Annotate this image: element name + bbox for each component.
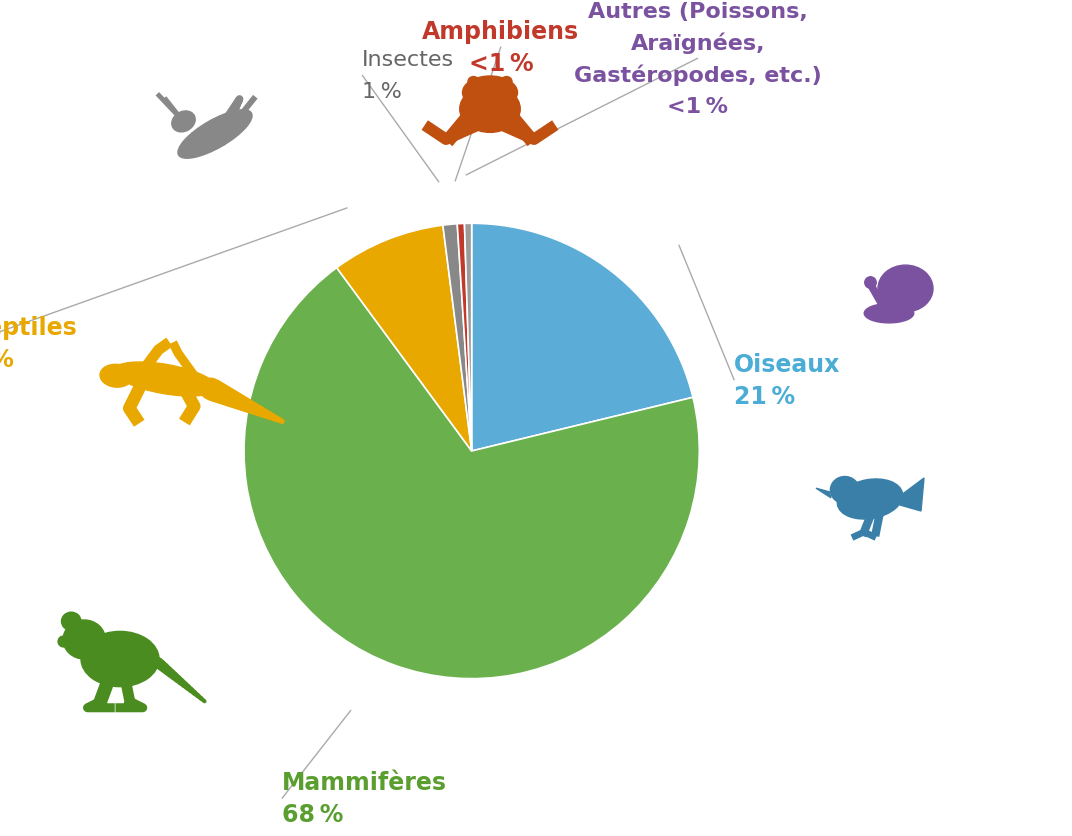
Ellipse shape	[81, 632, 159, 687]
Text: Araïgnées,: Araïgnées,	[630, 33, 765, 54]
Polygon shape	[816, 488, 831, 498]
Ellipse shape	[178, 110, 252, 159]
Text: <1 %: <1 %	[468, 52, 533, 76]
Ellipse shape	[61, 613, 81, 630]
Text: 21 %: 21 %	[734, 385, 795, 408]
Wedge shape	[244, 268, 699, 679]
Ellipse shape	[460, 86, 520, 133]
Ellipse shape	[468, 78, 479, 87]
Ellipse shape	[837, 479, 903, 519]
Ellipse shape	[172, 112, 195, 133]
Ellipse shape	[63, 620, 105, 660]
Ellipse shape	[100, 364, 133, 388]
Ellipse shape	[462, 77, 518, 110]
Text: Reptiles: Reptiles	[0, 315, 77, 339]
Text: Oiseaux: Oiseaux	[734, 353, 840, 376]
Text: <1 %: <1 %	[667, 97, 728, 117]
Text: Insectes: Insectes	[362, 50, 455, 70]
Text: 1 %: 1 %	[362, 82, 402, 102]
Wedge shape	[458, 224, 472, 451]
Text: Amphibiens: Amphibiens	[422, 20, 579, 44]
Ellipse shape	[864, 304, 913, 324]
Ellipse shape	[878, 266, 933, 313]
Text: Autres (Poissons,: Autres (Poissons,	[587, 2, 807, 22]
Wedge shape	[472, 224, 693, 451]
Text: 8 %: 8 %	[0, 347, 14, 371]
Ellipse shape	[114, 363, 217, 396]
Ellipse shape	[831, 477, 859, 504]
Polygon shape	[900, 478, 924, 512]
Wedge shape	[443, 225, 472, 451]
Wedge shape	[464, 224, 472, 451]
Ellipse shape	[501, 78, 512, 87]
Wedge shape	[337, 226, 472, 451]
Text: Mammifères: Mammifères	[282, 770, 447, 794]
Text: 68 %: 68 %	[282, 802, 343, 826]
Text: Gastéropodes, etc.): Gastéropodes, etc.)	[574, 64, 821, 86]
